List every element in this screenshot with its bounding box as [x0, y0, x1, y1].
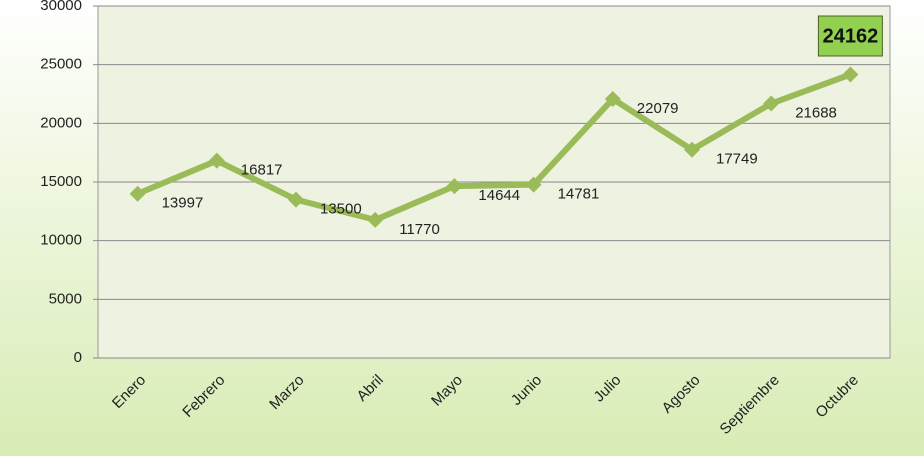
y-tick-label: 25000 [40, 56, 82, 73]
marker [842, 66, 859, 83]
data-label: 24162 [823, 25, 879, 47]
marker [208, 152, 225, 169]
marker [684, 141, 700, 158]
y-tick-label: 0 [74, 349, 82, 366]
data-label: 14644 [478, 187, 520, 204]
marker [288, 191, 304, 208]
marker [604, 90, 621, 107]
highlight-box [817, 15, 883, 57]
y-tick-label: 20000 [40, 114, 82, 131]
data-label: 16817 [241, 162, 283, 179]
data-label: 11770 [399, 221, 440, 238]
data-label: 21688 [795, 104, 837, 121]
data-label: 17749 [716, 151, 758, 168]
data-label: 22079 [637, 100, 679, 117]
data-label: 14781 [558, 186, 600, 203]
data-label: 13997 [162, 195, 204, 212]
marker [763, 95, 780, 112]
y-tick-label: 5000 [49, 290, 82, 307]
y-tick-label: 15000 [40, 173, 82, 190]
marker [129, 185, 146, 202]
marker [367, 211, 384, 228]
y-tick-label: 10000 [40, 232, 82, 249]
marker [446, 178, 463, 195]
y-tick-label: 30000 [40, 0, 82, 14]
data-label: 13500 [320, 201, 362, 218]
data-line [136, 71, 852, 223]
marker [525, 176, 542, 193]
